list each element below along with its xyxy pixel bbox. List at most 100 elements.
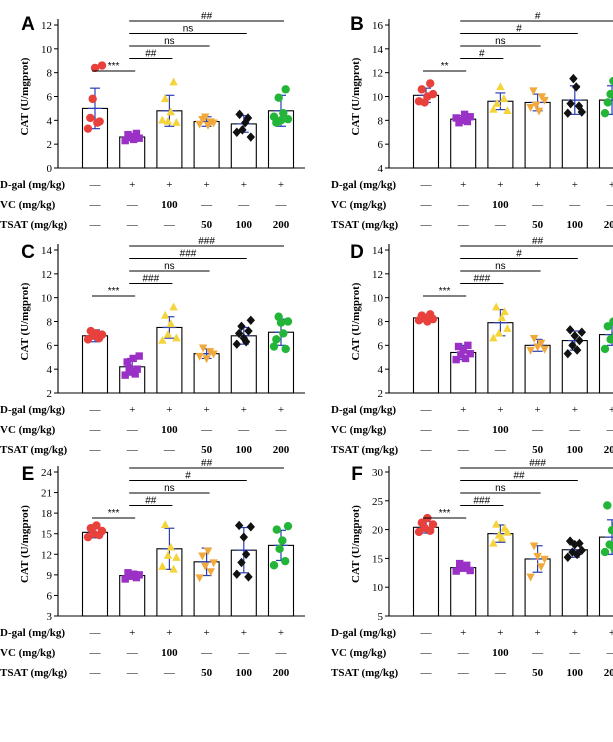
data-point [536,339,546,348]
panel-label: F [351,464,363,485]
significance-label: *** [108,61,120,72]
condition-cell: — [89,199,102,211]
condition-row-label: TSAT (mg/kg) [331,219,398,231]
data-point [92,521,101,530]
condition-cell: 200 [604,444,613,456]
data-point [195,574,204,583]
data-point [172,118,181,126]
significance-label: ### [142,274,159,285]
condition-cell: — [568,424,581,436]
condition-cell: — [568,199,581,211]
condition-cell: + [609,179,613,191]
data-point [606,335,613,344]
condition-cell: 50 [532,219,544,231]
condition-cell: + [203,404,209,416]
condition-cell: — [457,667,470,679]
y-tick-label: 8 [47,317,53,329]
y-tick-label: 14 [372,44,384,56]
y-tick-label: 10 [41,44,53,56]
condition-cell: — [126,199,139,211]
significance-label: ## [201,458,213,469]
data-point [454,342,463,351]
data-point [457,351,465,359]
data-point [133,365,141,373]
condition-cell: — [494,444,507,456]
y-axis-title: CAT (U/mgprot) [350,282,362,360]
significance-label: ### [529,458,546,469]
bar-group [156,77,183,169]
significance-label: ns [495,261,506,272]
condition-row-label: D-gal (mg/kg) [331,179,396,191]
condition-cell: — [606,647,613,659]
significance-label: # [516,24,522,35]
data-point [234,328,244,339]
significance-label: ## [532,236,544,247]
condition-cell: + [497,404,503,416]
condition-cell: 50 [201,667,213,679]
condition-cell: 100 [236,219,253,231]
y-tick-label: 20 [372,525,384,537]
data-point [201,113,210,122]
y-tick-label: 2 [378,388,384,400]
data-point [283,114,293,124]
data-point [565,325,575,335]
data-point [127,367,135,376]
data-point [97,526,107,536]
bar-group [561,73,588,169]
bar-group [524,334,551,394]
condition-cell: + [241,404,247,416]
data-point [274,93,283,102]
data-point [452,355,460,364]
condition-cell: 50 [201,444,213,456]
data-point [466,113,474,121]
y-tick-label: 9 [47,570,53,582]
condition-cell: — [420,647,433,659]
data-point [232,339,241,349]
data-point [529,334,539,343]
y-tick-label: 5 [378,611,384,623]
condition-cell: 100 [161,424,178,436]
data-point [202,355,211,364]
bar-group [81,521,109,617]
data-point [526,346,535,355]
condition-row-label: D-gal (mg/kg) [331,627,396,639]
data-point [492,98,502,107]
data-point [426,79,435,88]
data-point [198,552,207,561]
data-point [607,525,613,535]
data-point [283,317,293,326]
bar-group [412,513,440,617]
condition-cell: + [460,179,466,191]
condition-cell: — [275,647,288,659]
data-point [456,559,464,568]
condition-cell: — [494,219,507,231]
bar-group [156,302,183,394]
condition-cell: + [497,179,503,191]
condition-cell: + [129,179,135,191]
condition-cell: 200 [273,219,290,231]
data-point [269,342,279,351]
condition-cell: — [126,647,139,659]
data-point [244,572,253,582]
condition-cell: + [166,627,172,639]
bar-group [598,317,613,394]
data-point [132,129,141,138]
bar-group [598,76,613,169]
data-point [161,310,170,319]
condition-row-label: VC (mg/kg) [0,199,56,211]
condition-cell: — [126,444,139,456]
data-point [575,538,584,549]
condition-cell: — [237,199,250,211]
data-point [577,545,586,556]
condition-cell: — [237,647,250,659]
panel-label: A [21,14,35,35]
data-point [163,550,173,559]
condition-cell: — [457,199,470,211]
condition-cell: — [420,199,433,211]
significance-label: ns [164,483,175,494]
data-point [237,557,246,568]
data-point [281,85,290,94]
data-point [239,532,248,542]
y-tick-label: 2 [47,388,53,400]
